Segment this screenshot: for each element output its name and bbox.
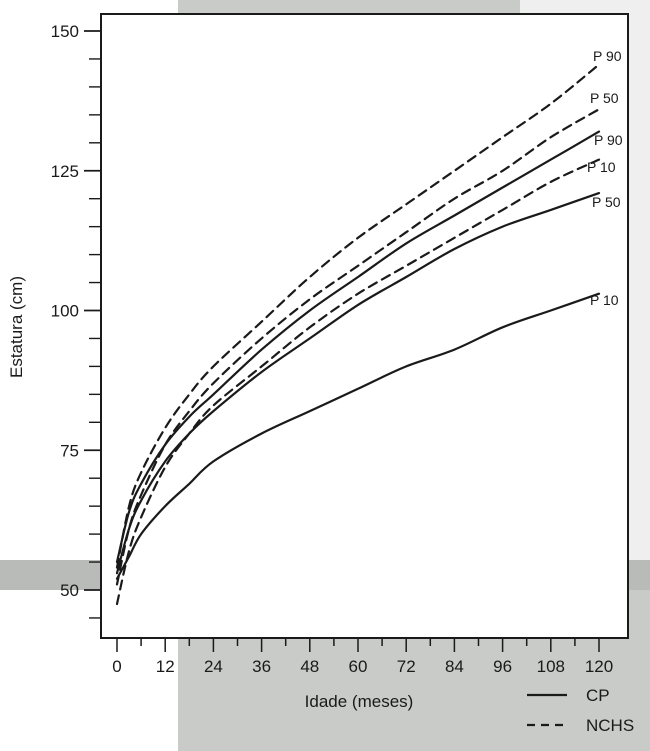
series-nchs-p50 xyxy=(115,108,601,586)
x-tick-label: 120 xyxy=(585,657,613,676)
x-tick-label: 84 xyxy=(445,657,464,676)
x-tick-label: 72 xyxy=(397,657,416,676)
y-tick-label: 150 xyxy=(51,22,79,41)
legend: CP NCHS xyxy=(527,686,634,735)
x-tick-label: 24 xyxy=(204,657,223,676)
series-nchs-p10 xyxy=(115,158,601,606)
series-cp-p50 xyxy=(115,192,601,575)
y-tick-label: 100 xyxy=(51,302,79,321)
legend-label-cp: CP xyxy=(586,686,610,705)
series-cp-p90 xyxy=(115,130,601,564)
series-nchs-p90 xyxy=(115,63,601,569)
x-tick-label: 0 xyxy=(112,657,121,676)
x-tick-label: 108 xyxy=(537,657,565,676)
x-axis-title: Idade (meses) xyxy=(305,692,414,711)
series-label-nchs-p10: P 10 xyxy=(587,159,616,175)
y-tick-label: 75 xyxy=(60,441,79,460)
series-label-cp-p10: P 10 xyxy=(590,292,619,308)
x-tick-label: 36 xyxy=(252,657,271,676)
percentile-labels: P 90 P 50 P 90 P 10 P 50 P 10 xyxy=(587,48,623,308)
x-tick-label: 12 xyxy=(156,657,175,676)
plot-area xyxy=(100,13,629,639)
series-label-nchs-p50: P 50 xyxy=(590,90,619,106)
y-axis-title: Estatura (cm) xyxy=(7,276,26,378)
x-tick-label: 60 xyxy=(349,657,368,676)
x-tick-label: 48 xyxy=(300,657,319,676)
y-tick-label: 50 xyxy=(60,581,79,600)
series-label-cp-p50: P 50 xyxy=(592,194,621,210)
y-axis: 50 75 100 125 150 xyxy=(51,22,101,619)
y-tick-label: 125 xyxy=(51,162,79,181)
series-label-nchs-p90: P 90 xyxy=(593,48,622,64)
x-axis: 0 12 24 36 48 60 72 84 96 108 120 xyxy=(112,638,613,676)
series-label-cp-p90: P 90 xyxy=(594,132,623,148)
series-cp-p10 xyxy=(115,292,601,580)
series-layer xyxy=(115,63,601,606)
legend-label-nchs: NCHS xyxy=(586,716,634,735)
x-tick-label: 96 xyxy=(493,657,512,676)
